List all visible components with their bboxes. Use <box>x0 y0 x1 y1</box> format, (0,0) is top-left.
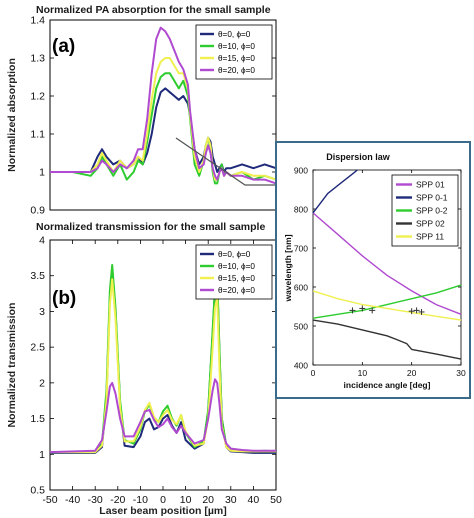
series-line <box>312 169 358 214</box>
inset-title: Dispersion law <box>326 152 391 162</box>
y-tick-label: 1 <box>39 167 45 179</box>
x-tick-label: 30 <box>456 368 466 378</box>
chart-b-series <box>49 264 277 454</box>
legend-label: SPP 02 <box>416 219 445 229</box>
series-line <box>312 284 462 319</box>
legend-label: θ=20, ϕ=0 <box>218 66 255 75</box>
y-tick-label: 1.4 <box>30 15 45 27</box>
x-tick-label: -40 <box>65 494 80 506</box>
series-line <box>312 319 462 360</box>
y-tick-label: 3 <box>39 306 45 318</box>
series-line <box>50 26 277 185</box>
x-tick-label: 50 <box>270 494 282 506</box>
chart-a-ylabel: Normalized absorption <box>6 58 18 172</box>
x-tick-label: 20 <box>407 368 417 378</box>
y-tick-label: 900 <box>294 166 308 176</box>
y-tick-label: 500 <box>294 322 308 332</box>
chart-b-title: Normalized transmission for the small sa… <box>36 221 265 233</box>
chart-b-xlabel: Laser beam position [µm] <box>99 505 226 517</box>
series-line <box>312 212 462 315</box>
legend-label: θ=0, ϕ=0 <box>218 30 251 39</box>
legend-label: SPP 01 <box>416 180 445 190</box>
inset-connector-line <box>175 137 276 186</box>
y-tick-label: 0.9 <box>30 205 45 217</box>
inset-ylabel: wavelength [nm] <box>283 234 293 302</box>
y-tick-label: 1.5 <box>30 413 45 425</box>
x-tick-label: -50 <box>42 494 57 506</box>
chart-inset: Dispersion law 400 500 600 700 800 900 0 10 20 3… <box>275 141 471 399</box>
inset-axes-frame <box>312 169 462 366</box>
chart-b-panel-label: (b) <box>52 288 76 309</box>
inset-markers <box>349 305 425 315</box>
x-tick-label: 0 <box>311 368 316 378</box>
chart-b-legend: θ=0, ϕ=0 θ=10, ϕ=0 θ=15, ϕ=0 θ=20, ϕ=0 <box>195 244 273 300</box>
chart-a: Normalized PA absorption for the small s… <box>6 4 277 217</box>
x-tick-label: -10 <box>133 494 148 506</box>
x-tick-label: 20 <box>202 494 214 506</box>
chart-b-yticks: 0.5 1 1.5 2 2.5 3 3.5 4 <box>30 235 276 497</box>
legend-label: θ=10, ϕ=0 <box>218 262 255 271</box>
y-tick-label: 1 <box>39 449 45 461</box>
inset-xlabel: incidence angle [deg] <box>344 380 431 390</box>
inset-yticks: 400 500 600 700 800 900 <box>294 166 461 371</box>
y-tick-label: 600 <box>294 283 308 293</box>
chart-a-legend: θ=0, ϕ=0 θ=10, ϕ=0 θ=15, ϕ=0 θ=20, ϕ=0 <box>195 24 273 80</box>
chart-a-yticks: 0.9 1 1.1 1.2 1.3 1.4 <box>30 15 276 217</box>
series-line <box>312 290 462 321</box>
legend-label: θ=15, ϕ=0 <box>218 54 255 63</box>
y-tick-label: 400 <box>294 361 308 371</box>
chart-b-ylabel: Normalized transmission <box>6 303 18 428</box>
chart-a-series <box>50 26 277 185</box>
inset-xticks: 0 10 20 30 <box>311 170 466 378</box>
legend-label: θ=20, ϕ=0 <box>218 286 255 295</box>
y-tick-label: 2 <box>39 377 45 389</box>
legend-label: θ=15, ϕ=0 <box>218 274 255 283</box>
legend-label: θ=0, ϕ=0 <box>218 250 251 259</box>
x-tick-label: -20 <box>110 494 125 506</box>
inset-legend: SPP 01 SPP 0-1 SPP 0-2 SPP 02 SPP 11 <box>391 174 459 247</box>
legend-label: SPP 0-2 <box>416 206 448 216</box>
y-tick-label: 3.5 <box>30 270 45 282</box>
inset-series <box>312 169 462 360</box>
y-tick-label: 4 <box>39 235 45 247</box>
x-tick-label: 30 <box>225 494 237 506</box>
x-tick-label: 10 <box>358 368 368 378</box>
y-tick-label: 1.1 <box>30 129 45 141</box>
x-tick-label: 10 <box>180 494 192 506</box>
legend-label: SPP 11 <box>416 232 444 242</box>
y-tick-label: 2.5 <box>30 342 45 354</box>
chart-b: Normalized transmission for the small sa… <box>6 221 282 517</box>
x-tick-label: -30 <box>88 494 103 506</box>
y-tick-label: 1.3 <box>30 53 45 65</box>
chart-b-xticks: -50 -40 -30 -20 -10 0 10 20 30 40 50 <box>42 240 282 506</box>
chart-a-title: Normalized PA absorption for the small s… <box>36 4 271 16</box>
x-tick-label: 40 <box>248 494 260 506</box>
y-tick-label: 1.2 <box>30 91 45 103</box>
y-tick-label: 700 <box>294 244 308 254</box>
legend-label: θ=10, ϕ=0 <box>218 42 255 51</box>
series-line <box>49 378 276 454</box>
y-tick-label: 0.5 <box>30 485 45 497</box>
x-tick-label: 0 <box>160 494 166 506</box>
y-tick-label: 800 <box>294 205 308 215</box>
chart-a-panel-label: (a) <box>52 36 75 57</box>
legend-label: SPP 0-1 <box>416 193 448 203</box>
